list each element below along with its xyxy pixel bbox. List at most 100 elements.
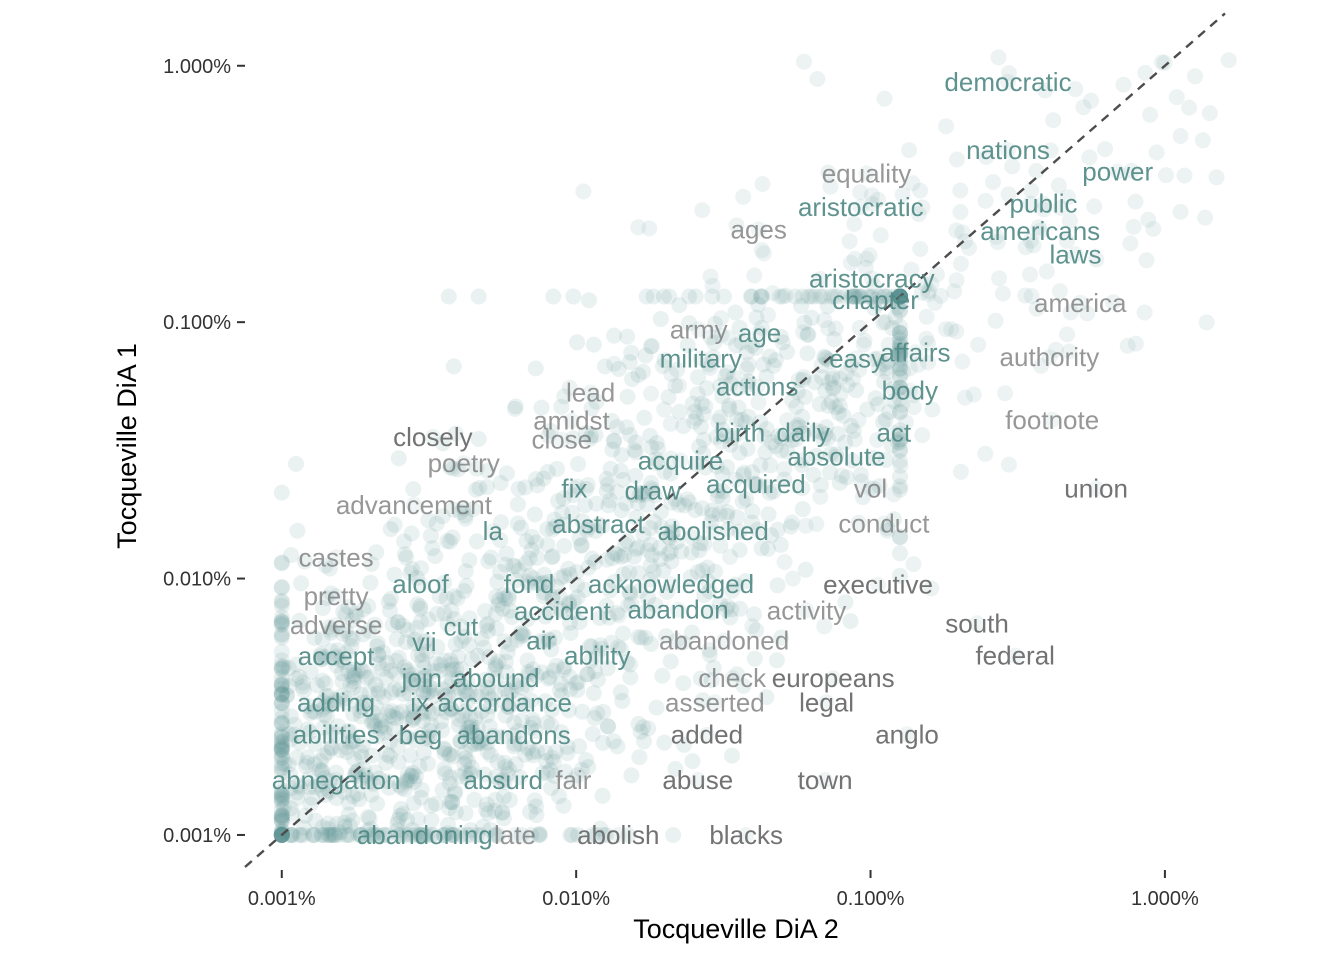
scatter-point — [722, 548, 739, 565]
word-label: adverse — [290, 610, 383, 640]
scatter-point — [381, 779, 397, 796]
scatter-point — [743, 288, 760, 305]
scatter-point — [610, 639, 627, 656]
scatter-point — [543, 641, 560, 658]
scatter-point — [679, 337, 696, 354]
scatter-point — [776, 461, 793, 478]
scatter-point — [812, 288, 829, 305]
scatter-point — [1051, 283, 1068, 300]
scatter-point — [671, 496, 687, 513]
scatter-point — [702, 329, 719, 346]
scatter-point — [317, 827, 334, 843]
scatter-point — [687, 288, 704, 305]
scatter-point — [442, 769, 459, 786]
scatter-point — [879, 520, 896, 537]
scatter-point — [714, 388, 731, 405]
scatter-point — [498, 664, 515, 681]
scatter-point — [292, 779, 308, 796]
scatter-point — [892, 441, 908, 458]
scatter-point — [407, 827, 423, 843]
scatter-point — [731, 523, 748, 540]
scatter-point — [437, 765, 454, 782]
scatter-point — [368, 728, 385, 745]
scatter-point — [524, 528, 541, 545]
scatter-point — [772, 536, 789, 553]
scatter-point — [517, 697, 534, 713]
scatter-point — [987, 312, 1004, 329]
scatter-point — [455, 455, 472, 472]
scatter-point — [344, 631, 361, 648]
scatter-point — [569, 478, 586, 495]
scatter-point — [692, 350, 709, 367]
scatter-point — [386, 721, 402, 737]
scatter-point — [360, 598, 377, 615]
word-label: military — [660, 343, 742, 373]
scatter-point — [420, 703, 437, 720]
scatter-point — [952, 463, 969, 480]
word-label: draw — [625, 475, 682, 505]
scatter-point — [323, 740, 340, 757]
scatter-point — [605, 733, 622, 750]
scatter-point — [788, 398, 805, 415]
scatter-point — [273, 714, 290, 731]
scatter-point — [892, 346, 908, 363]
scatter-point — [512, 624, 529, 641]
scatter-point — [758, 421, 775, 437]
scatter-point — [273, 738, 290, 754]
scatter-point — [446, 785, 463, 802]
scatter-point — [773, 328, 789, 345]
scatter-point — [345, 706, 362, 723]
scatter-point — [1197, 209, 1214, 226]
scatter-point — [756, 428, 773, 445]
scatter-point — [552, 601, 569, 618]
scatter-point — [555, 797, 572, 814]
scatter-point — [587, 427, 604, 444]
scatter-point — [418, 668, 435, 684]
scatter-point — [398, 772, 415, 789]
scatter-point — [273, 694, 290, 711]
scatter-point — [831, 474, 848, 491]
scatter-point — [524, 711, 541, 728]
scatter-point — [345, 733, 362, 750]
scatter-point — [885, 486, 902, 503]
scatter-point — [850, 412, 867, 428]
scatter-point — [490, 653, 507, 670]
word-label: abnegation — [272, 765, 401, 795]
scatter-point — [273, 626, 290, 643]
scatter-point — [691, 542, 708, 559]
scatter-point — [322, 724, 339, 741]
scatter-point — [1145, 220, 1162, 237]
scatter-point — [479, 479, 495, 495]
scatter-point — [779, 412, 796, 429]
scatter-point — [755, 356, 772, 373]
scatter-point — [484, 523, 501, 540]
scatter-point — [296, 827, 312, 843]
scatter-point — [809, 71, 826, 87]
scatter-point — [273, 614, 290, 631]
scatter-point — [853, 473, 870, 490]
scatter-point — [421, 683, 438, 700]
scatter-point — [897, 414, 914, 431]
scatter-point — [870, 350, 886, 367]
scatter-point — [469, 647, 486, 664]
scatter-point — [792, 419, 808, 436]
scatter-point — [288, 670, 305, 687]
scatter-point — [394, 703, 411, 720]
scatter-point — [1004, 158, 1021, 175]
scatter-point — [723, 601, 740, 618]
scatter-point — [317, 675, 334, 692]
scatter-point — [505, 727, 522, 744]
scatter-point — [616, 547, 633, 564]
scatter-point — [612, 463, 629, 479]
scatter-point — [826, 288, 843, 305]
scatter-point — [323, 621, 340, 638]
scatter-point — [400, 662, 417, 678]
scatter-point — [656, 463, 673, 480]
scatter-point — [461, 552, 478, 569]
scatter-point — [582, 638, 598, 655]
scatter-point — [564, 504, 581, 521]
scatter-point — [314, 819, 331, 836]
scatter-point — [846, 250, 863, 267]
scatter-point — [831, 370, 848, 387]
scatter-point — [494, 804, 511, 821]
